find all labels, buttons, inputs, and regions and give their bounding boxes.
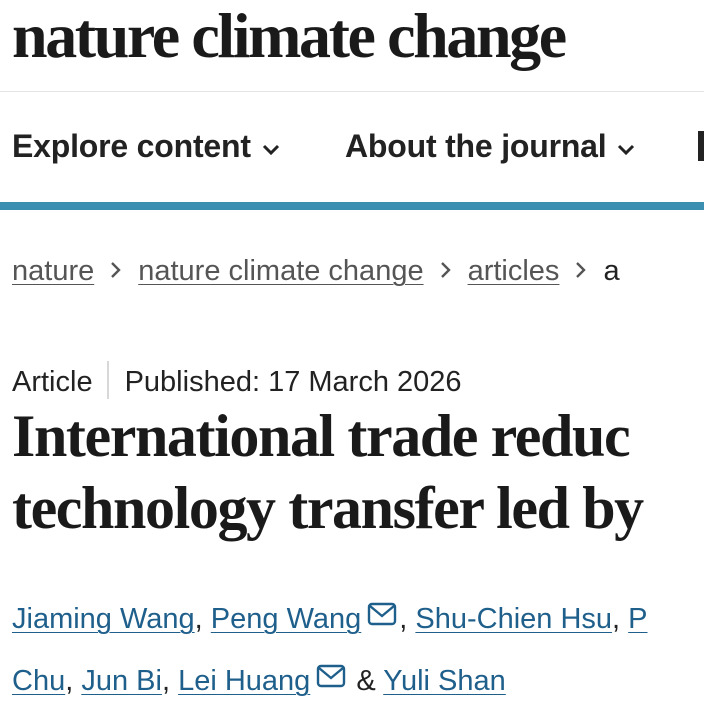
published-date: Published: 17 March 2026: [124, 366, 462, 398]
nav-about-label: About the journal: [345, 128, 607, 164]
author-link[interactable]: Lei Huang: [178, 665, 311, 697]
article-title-line: International trade reduc: [12, 403, 631, 469]
author-link[interactable]: P: [628, 603, 648, 635]
author-list: Jiaming Wang, Peng Wang, Shu-Chien Hsu, …: [12, 588, 648, 712]
author-link[interactable]: Chu: [12, 665, 66, 697]
nav-next-item-cut[interactable]: [698, 131, 704, 161]
article-title-line: technology transfer led by: [12, 475, 644, 541]
author-link[interactable]: Yuli Shan: [383, 665, 506, 697]
main-nav: Explore content About the journal: [0, 92, 704, 202]
article-meta: Article Published: 17 March 2026: [12, 361, 462, 401]
author-link[interactable]: Shu-Chien Hsu: [415, 603, 613, 635]
breadcrumb-nature[interactable]: nature: [12, 255, 95, 287]
journal-masthead[interactable]: nature climate change: [12, 0, 567, 71]
nav-explore-content[interactable]: Explore content: [12, 126, 281, 166]
header-divider: [0, 91, 704, 92]
breadcrumb-nature-climate-change[interactable]: nature climate change: [138, 255, 424, 287]
author-link[interactable]: Peng Wang: [210, 603, 362, 635]
breadcrumb: nature nature climate change articles a: [12, 252, 620, 290]
mail-icon[interactable]: [316, 648, 346, 710]
article-type: Article: [12, 366, 93, 398]
chevron-right-icon: [110, 251, 122, 289]
breadcrumb-current: a: [603, 255, 620, 287]
breadcrumb-articles[interactable]: articles: [467, 255, 560, 287]
article-title: International trade reduc technology tra…: [12, 400, 704, 544]
chevron-down-icon: [616, 126, 636, 166]
author-link[interactable]: Jun Bi: [81, 665, 162, 697]
meta-divider: [106, 361, 109, 400]
mail-icon[interactable]: [367, 586, 397, 648]
nav-explore-label: Explore content: [12, 128, 251, 164]
accent-bar: [0, 202, 704, 210]
chevron-right-icon: [440, 251, 452, 289]
author-link[interactable]: Jiaming Wang: [12, 603, 195, 635]
author-conjunction: &: [356, 665, 376, 697]
chevron-down-icon: [261, 126, 281, 166]
chevron-right-icon: [575, 251, 587, 289]
nav-about-journal[interactable]: About the journal: [345, 126, 636, 166]
